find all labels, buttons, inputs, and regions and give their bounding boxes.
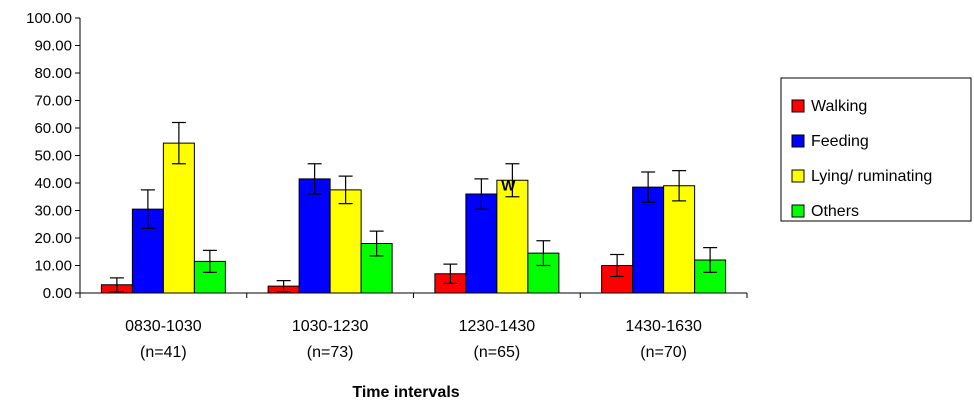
plot-area: [100, 121, 727, 294]
x-axis: 0830-1030 (n=41) 1030-1230 (n=73) 1230-1430 (…: [79, 293, 748, 361]
bar-feeding-3: [465, 193, 498, 294]
y-tick-label: 20.00: [34, 230, 72, 247]
y-tick-label: 90.00: [34, 38, 72, 55]
x-category-label: 1430-1630: [625, 318, 702, 335]
x-category-sublabel: (n=73): [307, 344, 354, 361]
bar-others-4: [694, 259, 727, 294]
bar-feeding-4: [632, 186, 665, 294]
legend-swatch-walking: [791, 99, 805, 113]
x-axis-label: Time intervals: [352, 384, 459, 401]
bar-lying-ruminating-2: [329, 189, 362, 294]
x-category-sublabel: (n=65): [474, 344, 521, 361]
legend-swatch-others: [791, 204, 805, 218]
y-tick-label: 80.00: [34, 65, 72, 82]
legend-label: Others: [811, 203, 859, 220]
legend-label: Walking: [811, 98, 867, 115]
y-tick-label: 60.00: [34, 120, 72, 137]
bar-lying-ruminating-4: [663, 185, 696, 294]
legend-label: Lying/ ruminating: [811, 168, 932, 185]
x-category-label: 1030-1230: [292, 318, 369, 335]
bar-lying-ruminating-3: [496, 179, 529, 294]
legend-border: [780, 77, 972, 222]
y-tick-label: 50.00: [34, 148, 72, 165]
legend-label: Feeding: [811, 133, 869, 150]
x-category-label: 0830-1030: [125, 318, 202, 335]
bar-lying-ruminating-1: [162, 142, 195, 294]
bar-feeding-2: [298, 178, 331, 294]
y-tick-label: 10.00: [34, 258, 72, 275]
y-tick-label: 70.00: [34, 93, 72, 110]
x-category-sublabel: (n=70): [640, 344, 687, 361]
y-tick-label: 40.00: [34, 175, 72, 192]
annotation-w: W: [501, 177, 516, 194]
x-category-label: 1230-1430: [459, 318, 536, 335]
legend-swatch-feeding: [791, 134, 805, 148]
legend: Walking Feeding Lying/ ruminating Others: [780, 77, 972, 222]
y-axis: 0.00 10.00 20.00 30.00 40.00 50.00 60.00 70.00 8…: [26, 10, 80, 302]
y-tick-label: 100.00: [26, 10, 72, 27]
y-tick-label: 0.00: [43, 285, 72, 302]
legend-swatch-lying-ruminating: [791, 169, 805, 183]
y-tick-label: 30.00: [34, 203, 72, 220]
x-category-sublabel: (n=41): [140, 344, 187, 361]
